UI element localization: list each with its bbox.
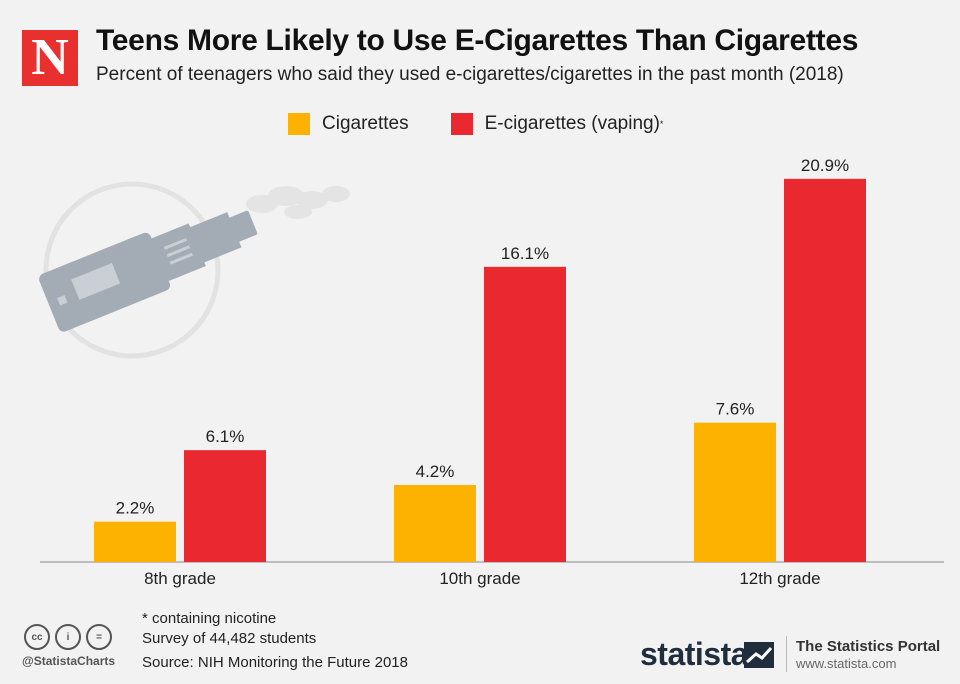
bar-ecig-2 (484, 266, 566, 562)
chart-title: Teens More Likely to Use E-Cigarettes Th… (96, 24, 859, 57)
data-label-cigarettes-2: 4.2% (416, 462, 455, 481)
source-note: Source: NIH Monitoring the Future 2018 (142, 654, 408, 671)
legend-item-cigarettes: Cigarettes (288, 113, 409, 135)
vape-illustration-icon (39, 181, 350, 359)
statista-logo[interactable]: statista (640, 636, 749, 672)
statista-mark-icon (744, 642, 774, 668)
legend-label-cigarettes: Cigarettes (322, 113, 409, 134)
x-tick-label-3: 12th grade (739, 569, 820, 588)
x-tick-label-2: 10th grade (439, 569, 520, 588)
cc-icon: cc (24, 624, 50, 650)
newsweek-logo: N (22, 30, 78, 86)
data-label-ecig-3: 20.9% (801, 156, 849, 175)
bar-cigarettes-3 (694, 422, 776, 562)
bar-cigarettes-1 (94, 521, 176, 562)
x-tick-label-1: 8th grade (144, 569, 216, 588)
attribution-icon: i (55, 624, 81, 650)
portal-url[interactable]: www.statista.com (796, 656, 897, 671)
no-derivatives-icon: = (86, 624, 112, 650)
data-label-cigarettes-1: 2.2% (116, 499, 155, 518)
footnote-nicotine: * containing nicotine (142, 610, 277, 627)
bar-ecig-1 (184, 450, 266, 562)
legend-swatch-cigarettes (288, 113, 310, 135)
chart-subtitle: Percent of teenagers who said they used … (96, 64, 844, 85)
data-label-cigarettes-3: 7.6% (716, 400, 755, 419)
legend-label-ecig: E-cigarettes (vaping) (484, 113, 660, 134)
survey-note: Survey of 44,482 students (142, 630, 317, 647)
statista-handle[interactable]: @StatistaCharts (22, 654, 116, 668)
bar-cigarettes-2 (394, 485, 476, 562)
legend-item-ecig: E-cigarettes (vaping) * (450, 113, 664, 135)
license-icons[interactable]: cc i = (24, 624, 117, 650)
legend: Cigarettes E-cigarettes (vaping) * (288, 112, 705, 136)
data-label-ecig-2: 16.1% (501, 244, 549, 263)
portal-title: The Statistics Portal (796, 638, 941, 655)
data-label-ecig-1: 6.1% (206, 427, 245, 446)
bar-ecig-3 (784, 178, 866, 563)
portal-divider (786, 636, 787, 672)
legend-footnote-marker: * (659, 119, 664, 129)
legend-swatch-ecig (450, 113, 473, 135)
